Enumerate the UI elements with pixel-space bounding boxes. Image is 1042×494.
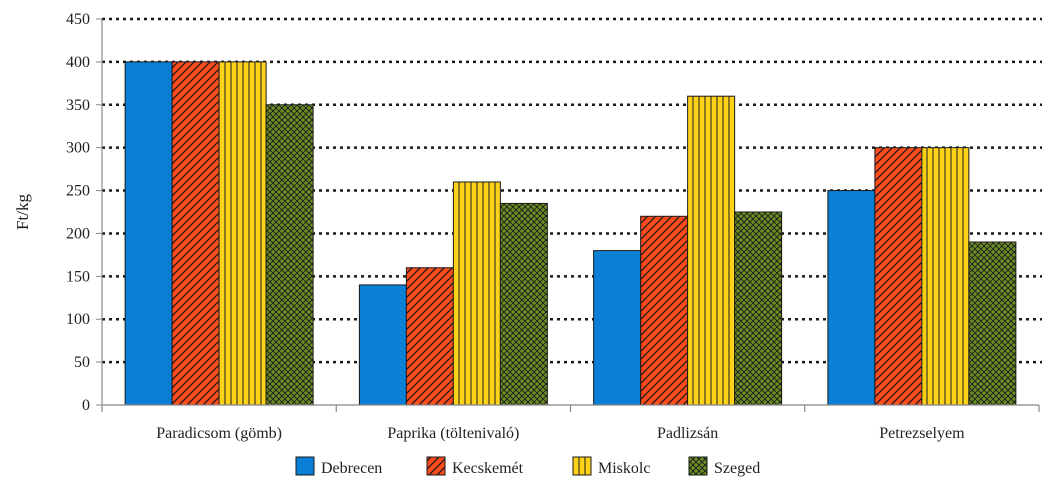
y-tick-label: 0	[82, 397, 90, 414]
bar-szeged-3	[734, 211, 783, 406]
bar-miskolc-1	[218, 61, 267, 406]
y-tick-label: 200	[66, 225, 90, 242]
axis-labels: 0 50 100 150 200 250 300 350 400 450 Paradicsom (g…	[13, 11, 965, 442]
x-category-label: Paprika (töltenivaló)	[387, 425, 519, 442]
legend-swatch-miskolc	[572, 456, 592, 476]
y-tick-label: 250	[66, 183, 90, 200]
legend-swatch-szeged	[688, 456, 708, 476]
bar-kecskemét-2	[405, 267, 454, 406]
legend-swatch-kecskemét	[426, 456, 446, 476]
bar-debrecen-1	[124, 61, 173, 406]
axes	[96, 18, 1040, 412]
bar-miskolc-3	[687, 95, 736, 406]
legend: Debrecen Kecskemét Miskolc Szeged	[295, 456, 760, 477]
bar-miskolc-4	[921, 147, 970, 406]
legend-label: Szeged	[714, 460, 760, 477]
y-tick-label: 300	[66, 140, 90, 157]
legend-label: Debrecen	[321, 460, 382, 477]
bar-debrecen-4	[827, 190, 876, 406]
y-tick-label: 450	[66, 11, 90, 28]
bars	[124, 61, 1017, 406]
bar-szeged-2	[499, 202, 548, 406]
y-axis-title: Ft/kg	[13, 194, 32, 230]
x-category-label: Padlizsán	[657, 425, 718, 442]
y-tick-label: 350	[66, 97, 90, 114]
y-tick-label: 150	[66, 268, 90, 285]
x-category-label: Petrezselyem	[879, 425, 965, 442]
bar-kecskemét-3	[640, 215, 689, 406]
bar-debrecen-2	[358, 284, 407, 406]
y-tick-label: 400	[66, 54, 90, 71]
bar-miskolc-2	[452, 181, 501, 406]
bar-szeged-1	[265, 104, 314, 406]
bar-kecskemét-1	[171, 61, 220, 406]
legend-label: Kecskemét	[452, 460, 524, 477]
legend-swatch-debrecen	[295, 456, 315, 476]
y-tick-label: 100	[66, 311, 90, 328]
bar-debrecen-3	[593, 250, 642, 406]
legend-label: Miskolc	[598, 460, 650, 477]
bar-kecskemét-4	[874, 147, 923, 406]
x-category-label: Paradicsom (gömb)	[156, 425, 282, 442]
bar-szeged-4	[968, 241, 1017, 406]
y-tick-label: 50	[74, 354, 90, 371]
